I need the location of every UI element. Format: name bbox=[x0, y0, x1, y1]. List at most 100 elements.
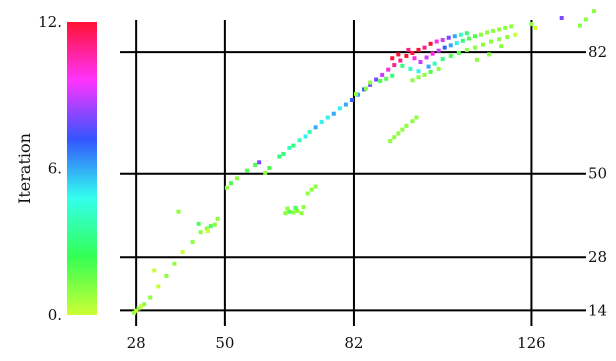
data-point bbox=[228, 181, 233, 186]
data-point bbox=[287, 145, 292, 150]
data-point bbox=[307, 129, 312, 134]
data-point bbox=[388, 139, 393, 144]
data-point bbox=[364, 86, 369, 91]
data-point bbox=[430, 51, 435, 56]
data-point bbox=[215, 216, 220, 221]
data-point bbox=[205, 229, 210, 234]
data-point bbox=[234, 176, 239, 181]
data-point bbox=[390, 56, 395, 61]
data-point bbox=[368, 82, 373, 87]
data-point bbox=[426, 64, 431, 69]
colorbar-tick-label: 0. bbox=[48, 306, 62, 324]
data-point bbox=[529, 22, 534, 27]
colorbar-label: Iteration bbox=[15, 133, 34, 204]
data-point bbox=[136, 306, 141, 311]
data-point bbox=[285, 206, 290, 211]
data-point bbox=[281, 151, 286, 156]
data-point bbox=[257, 160, 262, 165]
x-tick-label: 28 bbox=[127, 334, 146, 352]
data-point bbox=[412, 56, 417, 61]
data-point bbox=[452, 34, 457, 39]
data-point bbox=[134, 308, 139, 313]
data-point bbox=[436, 66, 441, 71]
data-point bbox=[410, 119, 415, 124]
data-point bbox=[454, 41, 459, 46]
data-point bbox=[513, 32, 518, 37]
data-point bbox=[349, 98, 354, 103]
data-point bbox=[267, 166, 272, 170]
data-point bbox=[245, 168, 250, 173]
data-point bbox=[404, 123, 409, 128]
data-point bbox=[400, 127, 405, 132]
data-point bbox=[533, 25, 538, 30]
data-point bbox=[283, 211, 288, 216]
data-point bbox=[355, 92, 360, 97]
data-point bbox=[303, 134, 308, 139]
data-point bbox=[384, 76, 389, 81]
data-point bbox=[309, 187, 314, 192]
data-point bbox=[448, 53, 453, 58]
data-point bbox=[198, 230, 203, 235]
data-point bbox=[491, 28, 496, 33]
data-point bbox=[472, 45, 477, 50]
data-point bbox=[392, 63, 397, 68]
data-point bbox=[313, 125, 318, 130]
data-point bbox=[305, 191, 310, 196]
data-point bbox=[559, 16, 564, 20]
data-point bbox=[291, 210, 296, 215]
data-point bbox=[577, 23, 582, 28]
data-point bbox=[190, 240, 195, 245]
data-point bbox=[398, 58, 403, 63]
data-point bbox=[485, 30, 490, 35]
data-point bbox=[466, 36, 471, 41]
data-point bbox=[416, 69, 421, 74]
y-tick-label: 14 bbox=[588, 301, 607, 319]
data-point bbox=[253, 162, 258, 167]
data-point bbox=[458, 32, 463, 37]
data-point bbox=[224, 185, 229, 190]
data-point bbox=[380, 72, 385, 77]
data-point bbox=[440, 38, 445, 43]
data-point bbox=[299, 211, 304, 216]
data-point bbox=[408, 66, 413, 71]
data-point bbox=[368, 80, 373, 85]
data-point bbox=[499, 44, 504, 49]
data-point bbox=[378, 79, 383, 84]
data-point bbox=[138, 304, 143, 309]
data-point bbox=[489, 39, 494, 44]
data-point bbox=[448, 43, 453, 48]
data-point bbox=[295, 208, 300, 213]
data-point bbox=[180, 249, 185, 254]
data-point bbox=[204, 226, 209, 231]
data-point bbox=[472, 34, 477, 39]
data-point bbox=[319, 120, 324, 125]
data-point bbox=[479, 32, 484, 37]
data-point bbox=[196, 221, 201, 226]
data-point bbox=[416, 75, 421, 80]
data-point bbox=[509, 24, 514, 29]
data-point bbox=[208, 224, 213, 229]
data-point bbox=[386, 67, 391, 72]
data-point bbox=[481, 42, 486, 47]
data-point bbox=[392, 135, 397, 140]
data-point bbox=[287, 209, 292, 214]
data-point bbox=[410, 50, 415, 55]
data-point bbox=[497, 37, 502, 42]
data-point bbox=[460, 38, 465, 43]
data-point bbox=[212, 222, 217, 227]
data-point bbox=[396, 131, 401, 136]
data-point bbox=[291, 143, 296, 148]
data-point bbox=[132, 310, 137, 315]
data-point bbox=[353, 91, 358, 96]
data-point bbox=[424, 55, 429, 60]
data-point bbox=[434, 39, 439, 44]
data-point bbox=[325, 115, 330, 120]
x-tick-label: 126 bbox=[517, 334, 546, 352]
data-point bbox=[301, 205, 306, 210]
data-point bbox=[362, 87, 367, 92]
colorbar bbox=[67, 22, 97, 315]
data-point bbox=[142, 302, 147, 307]
data-point bbox=[297, 138, 302, 143]
data-point bbox=[414, 115, 419, 120]
